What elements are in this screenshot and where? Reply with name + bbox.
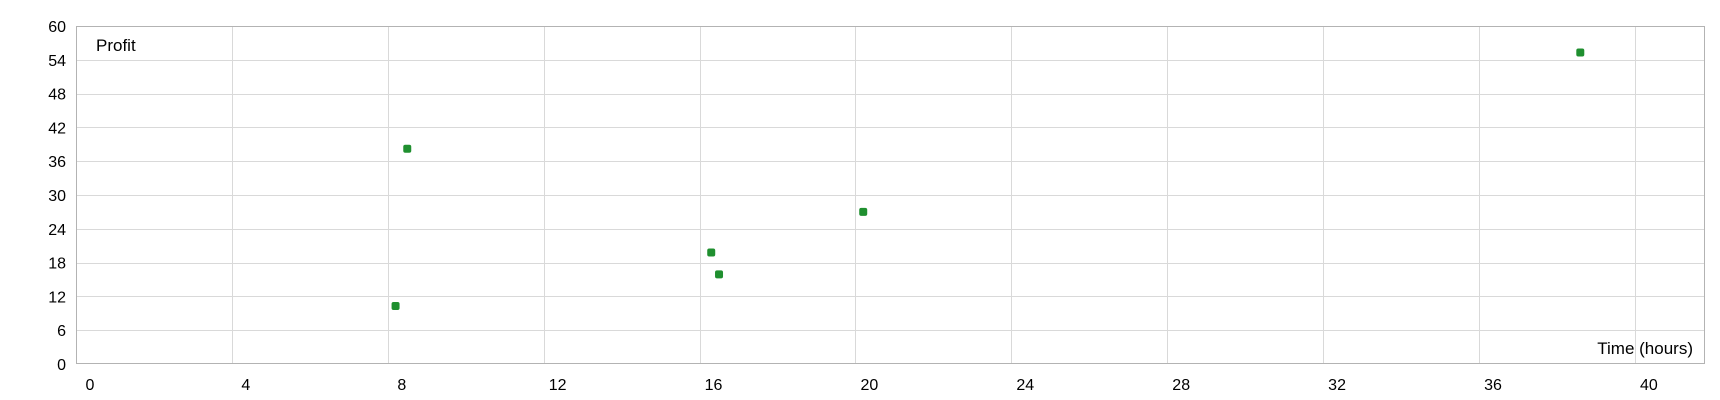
- data-points: [391, 48, 1585, 310]
- y-gridlines: [76, 60, 1705, 331]
- x-tick-labels: 0 4 8 12 16 20 24 28 32 36 40: [86, 377, 1658, 394]
- data-point: [403, 144, 412, 153]
- x-tick-label: 12: [549, 377, 567, 394]
- y-tick-label: 42: [48, 120, 66, 137]
- x-tick-label: 28: [1172, 377, 1190, 394]
- y-tick-label: 6: [57, 323, 66, 340]
- x-tick-label: 0: [86, 377, 95, 394]
- y-axis-title: Profit: [96, 36, 136, 55]
- data-point: [391, 301, 400, 310]
- y-tick-label: 30: [48, 188, 66, 205]
- x-tick-label: 24: [1016, 377, 1034, 394]
- x-tick-label: 36: [1484, 377, 1502, 394]
- data-point: [707, 248, 716, 257]
- x-tick-label: 8: [397, 377, 406, 394]
- data-point: [1576, 48, 1585, 57]
- y-tick-label: 60: [48, 19, 66, 36]
- y-tick-label: 24: [48, 222, 66, 239]
- y-tick-label: 12: [48, 289, 66, 306]
- x-tick-label: 4: [241, 377, 250, 394]
- y-tick-label: 48: [48, 87, 66, 104]
- data-point: [859, 207, 868, 216]
- y-tick-labels: 0 6 12 18 24 30 36 42 48 54 60: [48, 19, 66, 374]
- x-axis-title: Time (hours): [1597, 339, 1693, 358]
- x-tick-label: 40: [1640, 377, 1658, 394]
- y-tick-label: 18: [48, 256, 66, 273]
- x-tick-label: 32: [1328, 377, 1346, 394]
- y-tick-label: 36: [48, 154, 66, 171]
- data-point: [715, 270, 724, 279]
- y-tick-label: 0: [57, 357, 66, 374]
- x-tick-label: 20: [861, 377, 879, 394]
- y-tick-label: 54: [48, 53, 66, 70]
- plot-border: [76, 26, 1705, 364]
- x-tick-label: 16: [705, 377, 723, 394]
